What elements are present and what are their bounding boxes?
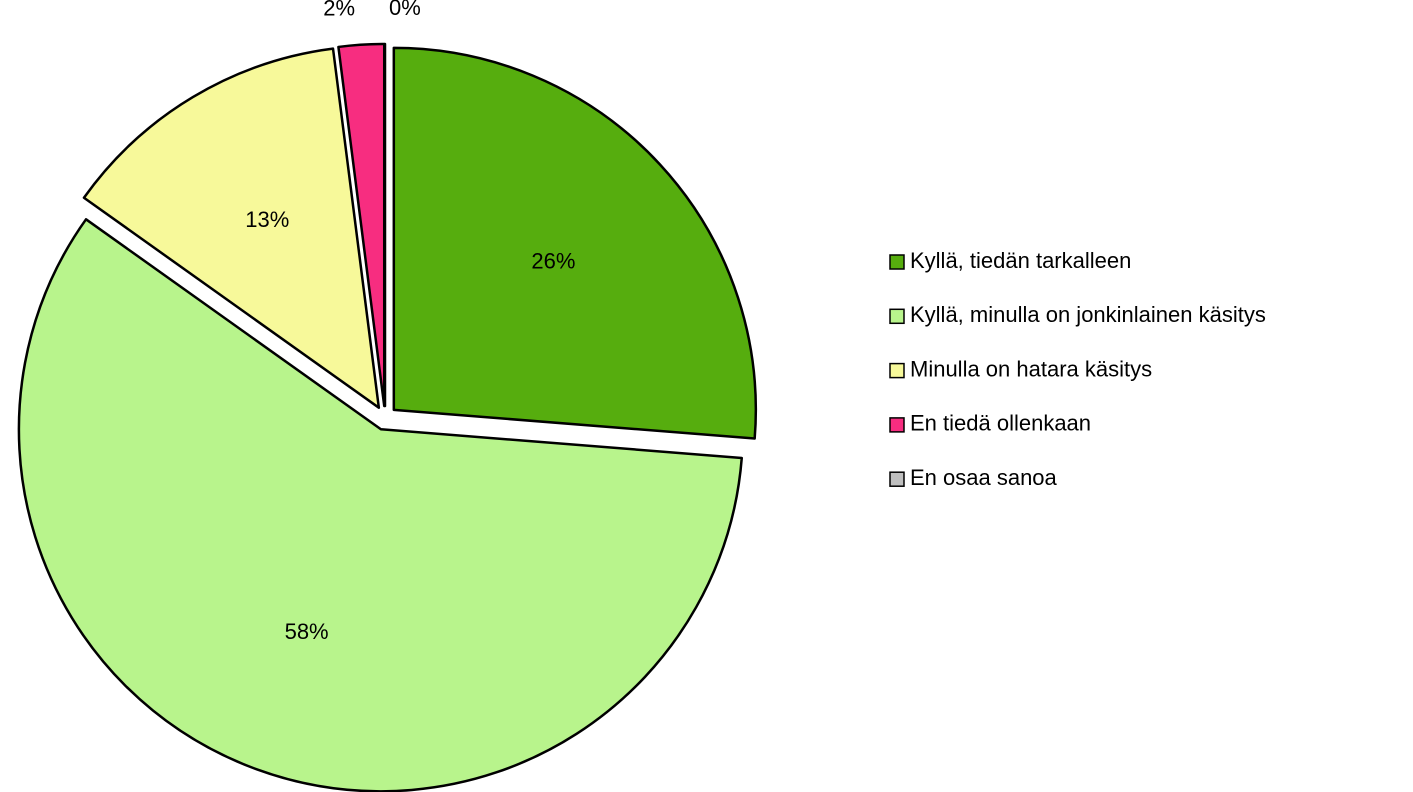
pie-slice [17, 218, 744, 792]
pie-slice [82, 47, 381, 409]
legend-label: En tiedä ollenkaan [910, 411, 1091, 436]
data-label: 13% [245, 207, 289, 232]
legend-label: En osaa sanoa [910, 465, 1058, 490]
legend-swatch [889, 417, 905, 433]
data-label: 2% [323, 0, 355, 21]
data-label: 0% [389, 0, 421, 20]
pie-slice [392, 46, 758, 440]
legend-swatch [889, 362, 905, 379]
legend-swatch [889, 254, 905, 270]
legend-label: Kyllä, minulla on jonkinlainen käsitys [910, 302, 1266, 327]
legend-swatch [889, 308, 905, 325]
legend-swatch [889, 471, 905, 487]
data-label: 58% [285, 619, 329, 644]
data-label: 26% [531, 248, 575, 273]
legend-label: Kyllä, tiedän tarkalleen [910, 248, 1131, 273]
legend-label: Minulla on hatara käsitys [910, 356, 1152, 381]
